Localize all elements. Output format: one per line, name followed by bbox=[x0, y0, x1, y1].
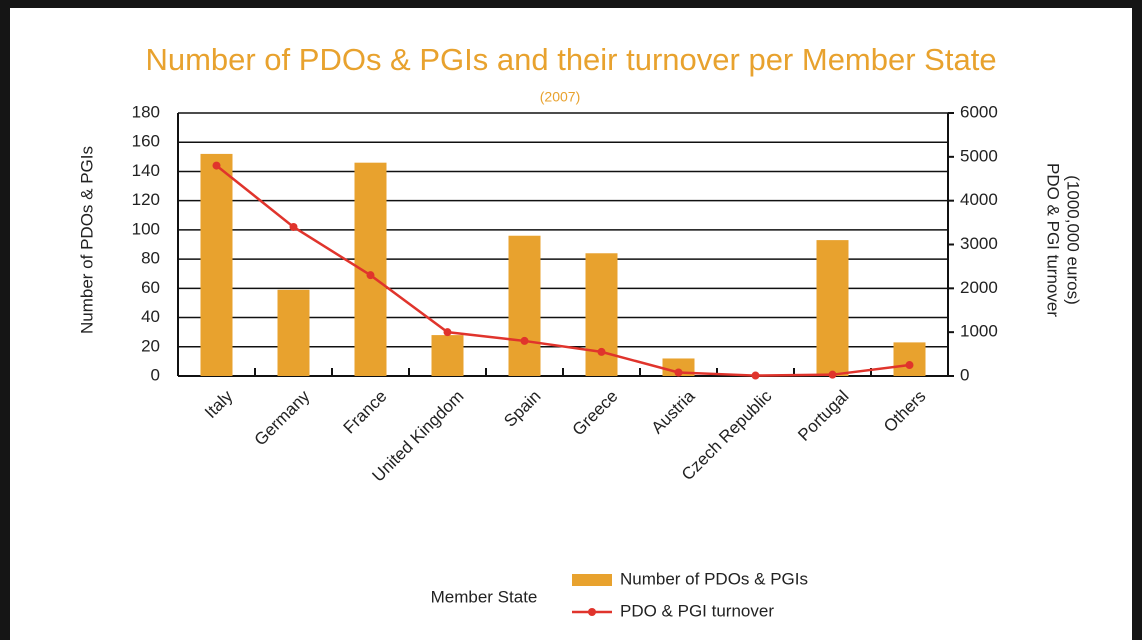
y-tick-label: 140 bbox=[132, 161, 160, 180]
y-tick-label: 80 bbox=[141, 249, 160, 268]
line-marker bbox=[366, 271, 375, 280]
bar bbox=[277, 289, 310, 376]
line-marker bbox=[674, 368, 683, 377]
y-tick-label: 0 bbox=[151, 365, 160, 384]
bar bbox=[431, 335, 464, 376]
y2-tick-label: 1000 bbox=[960, 322, 998, 341]
y-tick-label: 60 bbox=[141, 278, 160, 297]
legend-label: Number of PDOs & PGIs bbox=[620, 569, 808, 588]
y-axis-label: Number of PDOs & PGIs bbox=[77, 146, 96, 334]
legend-swatch bbox=[588, 608, 596, 616]
bar bbox=[585, 253, 618, 376]
y-tick-label: 120 bbox=[132, 190, 160, 209]
line-marker bbox=[289, 222, 298, 231]
line-marker bbox=[905, 361, 914, 370]
y-tick-label: 100 bbox=[132, 219, 160, 238]
y-tick-label: 20 bbox=[141, 336, 160, 355]
y2-tick-label: 5000 bbox=[960, 146, 998, 165]
y2-tick-label: 3000 bbox=[960, 234, 998, 253]
y2-tick-label: 6000 bbox=[960, 102, 998, 121]
y-tick-label: 180 bbox=[132, 102, 160, 121]
line-marker bbox=[828, 370, 837, 379]
bar bbox=[200, 153, 233, 376]
chart-subtitle: (2007) bbox=[540, 89, 580, 105]
legend-swatch bbox=[572, 574, 612, 586]
line-marker bbox=[443, 328, 452, 337]
y-tick-label: 160 bbox=[132, 132, 160, 151]
chart-title: Number of PDOs & PGIs and their turnover… bbox=[145, 42, 996, 77]
y2-tick-label: 0 bbox=[960, 365, 969, 384]
y-tick-label: 40 bbox=[141, 307, 160, 326]
bar bbox=[893, 342, 926, 376]
y2-axis-label: PDO & PGI turnover bbox=[1044, 163, 1063, 317]
bar bbox=[816, 240, 849, 376]
line-marker bbox=[212, 161, 221, 170]
line-marker bbox=[597, 347, 606, 356]
line-marker bbox=[751, 371, 760, 380]
y2-tick-label: 4000 bbox=[960, 190, 998, 209]
bar bbox=[508, 235, 541, 376]
legend-label: PDO & PGI turnover bbox=[620, 601, 774, 620]
line-marker bbox=[520, 336, 529, 345]
x-axis-label: Member State bbox=[431, 587, 538, 606]
y2-tick-label: 2000 bbox=[960, 278, 998, 297]
line bbox=[215, 164, 910, 377]
y2-axis-label: (1000,000 euros) bbox=[1064, 175, 1083, 304]
